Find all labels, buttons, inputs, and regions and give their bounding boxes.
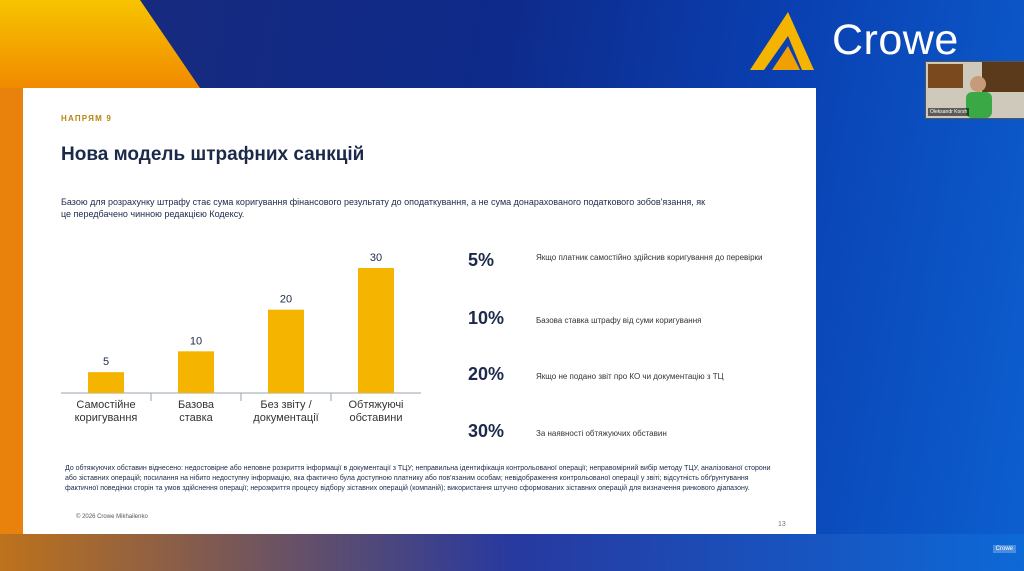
footnote: До обтяжуючих обставин віднесено: недост… <box>65 465 771 492</box>
webcam-scene-icon <box>926 62 1024 118</box>
section-label: НАПРЯМ 9 <box>61 114 113 123</box>
rate-row-30: 30% За наявності обтяжуючих обставин <box>463 421 793 451</box>
corner-tag: Crowe <box>992 545 1016 553</box>
rate-description: Якщо платник самостійно здійснив коригув… <box>536 253 763 262</box>
rate-description: Базова ставка штрафу від суми коригуванн… <box>536 316 702 325</box>
rate-description: За наявності обтяжуючих обставин <box>536 429 667 438</box>
slide: НАПРЯМ 9 Нова модель штрафних санкцій Ба… <box>23 88 816 534</box>
category-label: коригування <box>75 412 138 424</box>
copyright: © 2026 Crowe Mikhailenko <box>76 514 148 520</box>
category-label: обставини <box>349 412 402 424</box>
page-number: 13 <box>778 521 786 528</box>
bar <box>178 351 214 393</box>
category-label: документації <box>253 412 318 424</box>
rate-percent: 5% <box>468 250 495 270</box>
bar <box>358 268 394 393</box>
crowe-logo-icon <box>750 12 814 70</box>
rate-row-20: 20% Якщо не подано звіт про КО чи докуме… <box>463 364 793 394</box>
bar-value-label: 10 <box>190 335 202 347</box>
rate-row-10: 10% Базова ставка штрафу від суми коригу… <box>463 308 793 338</box>
category-label: Самостійне <box>76 399 135 411</box>
rate-percent: 30% <box>468 421 505 441</box>
slide-title: Нова модель штрафних санкцій <box>61 144 365 165</box>
rate-row-5: 5% Якщо платник самостійно здійснив кори… <box>463 250 793 280</box>
rate-percent: 20% <box>468 364 505 384</box>
bar-value-label: 5 <box>103 356 109 368</box>
crowe-logo-text: Crowe <box>832 16 959 64</box>
category-label: Обтяжуючі <box>348 399 403 411</box>
bar-value-label: 30 <box>370 252 382 264</box>
bar <box>268 309 304 393</box>
bar-value-label: 20 <box>280 294 292 306</box>
rate-description: Якщо не подано звіт про КО чи документац… <box>536 372 724 381</box>
rate-percent: 10% <box>468 308 505 328</box>
category-label: ставка <box>179 412 213 424</box>
bar <box>88 372 124 393</box>
intro-text: Базою для розрахунку штрафу стає сума ко… <box>61 197 706 219</box>
webcam-feed[interactable]: Oleksandr Korsh <box>925 61 1024 119</box>
category-label: Без звіту / <box>260 399 312 411</box>
webcam-name: Oleksandr Korsh <box>928 108 970 116</box>
category-label: Базова <box>178 399 215 411</box>
